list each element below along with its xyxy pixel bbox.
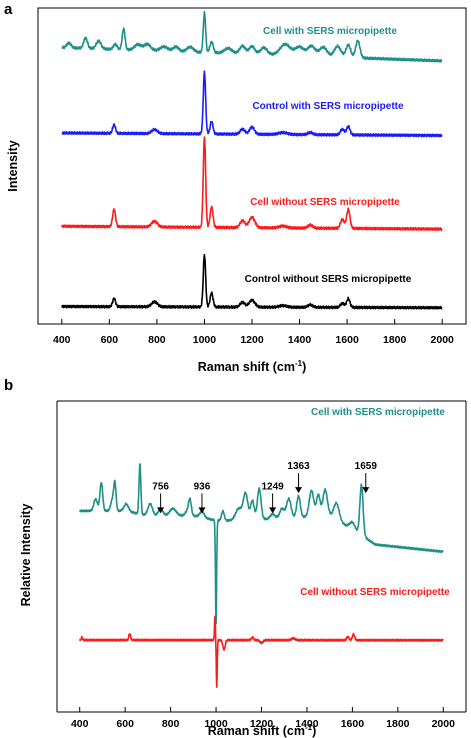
series-line-control-without-sers-micropipette bbox=[61, 253, 443, 310]
panel-a: a 400 600 800 1000 1200 1400 1600 1800 2000 Cell… bbox=[4, 1, 467, 374]
series-label-control-with-sers-micropipette: Control with SERS micropipette bbox=[252, 101, 404, 112]
peak-annotation-arrowhead bbox=[269, 507, 277, 514]
series-line-cell-with-sers-micropipette bbox=[61, 10, 443, 63]
x-tick-label: 1200 bbox=[240, 334, 264, 346]
panel-b-x-axis-title-sup: -1 bbox=[305, 723, 313, 732]
panel-b-x-ticks: 400 600 800 1000 1200 1400 1600 1800 2000 bbox=[71, 707, 455, 730]
x-tick-label: 400 bbox=[53, 334, 71, 346]
x-tick-label: 2000 bbox=[431, 334, 455, 346]
panel-b-series bbox=[78, 463, 444, 688]
peak-annotation-arrowhead bbox=[362, 487, 370, 494]
panel-b-series-labels: Cell with SERS micropipette Cell without … bbox=[300, 407, 450, 598]
peak-annotation-label: 756 bbox=[152, 481, 169, 492]
x-tick-label: 800 bbox=[162, 718, 180, 730]
peak-annotation-label: 1249 bbox=[262, 481, 285, 492]
series-line-cell-without-sers-micropipette bbox=[78, 615, 444, 688]
panel-b-x-axis-title-close: ) bbox=[312, 724, 316, 738]
x-tick-label: 1400 bbox=[288, 334, 312, 346]
peak-annotation-arrowhead bbox=[157, 507, 165, 514]
panel-a-letter: a bbox=[4, 1, 13, 18]
x-tick-label: 400 bbox=[71, 718, 89, 730]
panel-b-x-axis-title: Raman shift (cm-1) bbox=[208, 723, 317, 738]
peak-annotation-label: 1363 bbox=[287, 461, 310, 472]
peak-annotation-arrowhead bbox=[198, 507, 206, 514]
peak-annotation-label: 1659 bbox=[355, 461, 378, 472]
panel-b: b 400 600 800 1000 1200 1400 1600 1800 2000 756 9… bbox=[4, 377, 467, 738]
series-label-control-without-sers-micropipette: Control without SERS micropipette bbox=[245, 274, 412, 285]
panel-a-y-axis-title: Intensity bbox=[6, 140, 20, 191]
panel-b-y-axis-title: Relative Intensity bbox=[19, 504, 33, 607]
x-tick-label: 1600 bbox=[335, 334, 359, 346]
panel-a-series bbox=[61, 10, 443, 310]
panel-b-axes bbox=[56, 400, 467, 713]
series-label-cell-without-sers-micropipette: Cell without SERS micropipette bbox=[300, 587, 450, 598]
series-line-cell-with-sers-micropipette bbox=[78, 463, 444, 625]
panel-a-x-axis-title-text: Raman shift (cm bbox=[198, 360, 295, 374]
panel-a-x-axis-title-sup: -1 bbox=[295, 359, 303, 368]
x-tick-label: 1800 bbox=[386, 718, 410, 730]
panel-b-letter: b bbox=[4, 377, 13, 394]
series-label-cell-with-sers-micropipette: Cell with SERS micropipette bbox=[263, 26, 397, 37]
panel-a-x-axis-title: Raman shift (cm-1) bbox=[198, 359, 307, 374]
x-tick-label: 800 bbox=[148, 334, 166, 346]
panel-a-x-ticks: 400 600 800 1000 1200 1400 1600 1800 2000 bbox=[53, 319, 454, 346]
series-line-control-with-sers-micropipette bbox=[61, 70, 443, 138]
panel-a-series-labels: Cell with SERS micropipette Control with … bbox=[245, 26, 412, 285]
x-tick-label: 1000 bbox=[204, 718, 228, 730]
x-tick-label: 1200 bbox=[250, 718, 274, 730]
x-tick-label: 1400 bbox=[295, 718, 319, 730]
series-label-cell-without-sers-micropipette: Cell without SERS micropipette bbox=[250, 197, 400, 208]
x-tick-label: 600 bbox=[101, 334, 119, 346]
peak-annotation-label: 936 bbox=[194, 481, 211, 492]
x-tick-label: 1800 bbox=[383, 334, 407, 346]
peak-annotation-arrowhead bbox=[295, 487, 303, 494]
x-tick-label: 1000 bbox=[193, 334, 217, 346]
series-line-cell-without-sers-micropipette bbox=[61, 136, 443, 231]
x-tick-label: 1600 bbox=[341, 718, 365, 730]
series-label-cell-with-sers-micropipette: Cell with SERS micropipette bbox=[311, 407, 445, 418]
panel-b-x-axis-title-text: Raman shift (cm bbox=[208, 724, 305, 738]
x-tick-label: 2000 bbox=[432, 718, 456, 730]
x-tick-label: 600 bbox=[116, 718, 134, 730]
panel-a-x-axis-title-close: ) bbox=[302, 360, 306, 374]
